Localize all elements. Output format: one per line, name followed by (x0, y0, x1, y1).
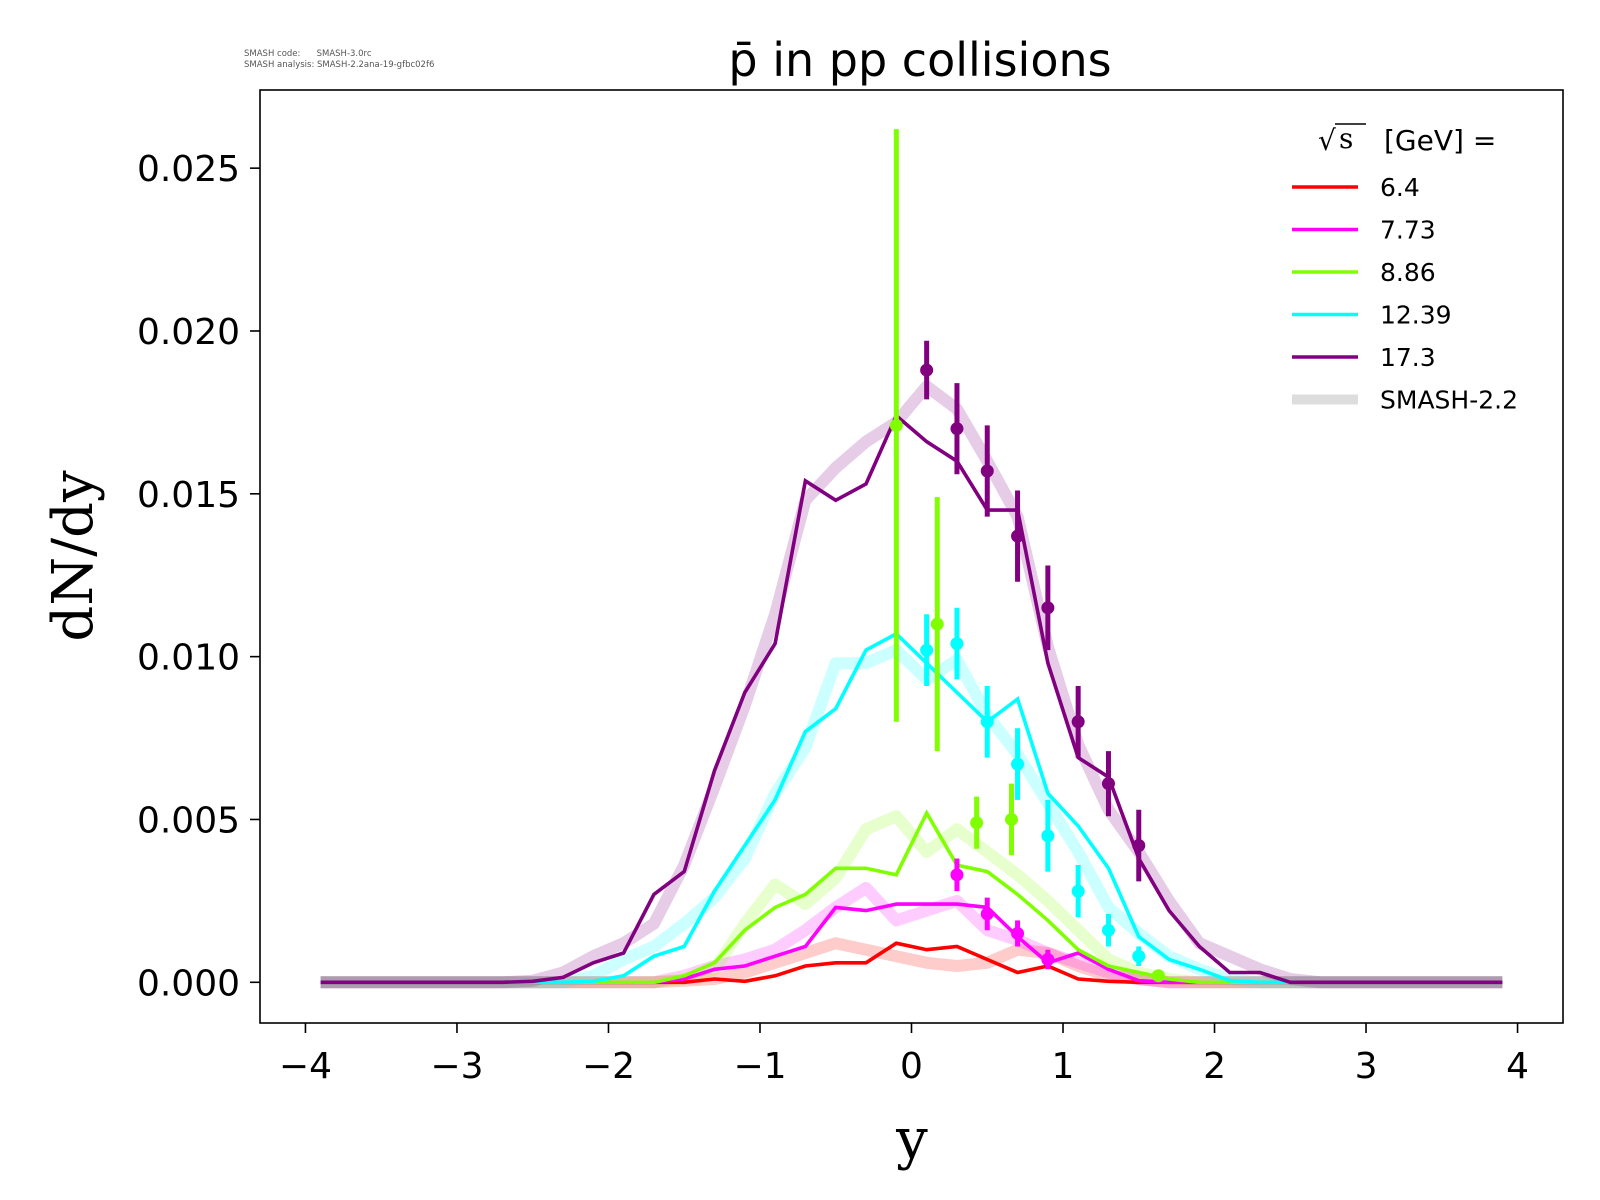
marker (950, 422, 964, 436)
data-point (980, 425, 994, 517)
marker (1101, 923, 1115, 937)
marker (1071, 715, 1085, 729)
data-point (1041, 949, 1055, 970)
legend: √ s [GeV] = 6.4 7.73 8.86 12.39 17.3 SMASH-2.… (1292, 122, 1518, 415)
marker (980, 907, 994, 921)
x-axis: −4 −3 −2 −1 0 1 2 3 4 (279, 1023, 1529, 1087)
smash-analysis-version: SMASH analysis: SMASH-2.2ana-19-gfbc02f6 (244, 60, 434, 70)
marker (1151, 969, 1165, 983)
x-tick-label: 0 (900, 1046, 923, 1087)
y-tick-label: 0.010 (137, 638, 240, 679)
legend-label: 17.3 (1380, 343, 1436, 372)
current-lines (320, 412, 1503, 985)
marker (930, 617, 944, 631)
marker (920, 643, 934, 657)
marker (980, 715, 994, 729)
legend-title: [GeV] = (1384, 124, 1496, 157)
line-17-3 (320, 412, 1503, 985)
legend-item: 7.73 (1292, 216, 1436, 245)
experimental-points (889, 129, 1165, 983)
data-point (1101, 751, 1115, 817)
x-tick-label: −4 (279, 1046, 332, 1087)
data-point (1071, 685, 1085, 758)
sqrt-icon: √ (1318, 124, 1336, 157)
data-point (889, 129, 903, 722)
marker (1041, 601, 1055, 615)
legend-item: 17.3 (1292, 343, 1436, 372)
marker (889, 418, 903, 432)
data-point (930, 497, 944, 752)
x-tick-label: 1 (1052, 1046, 1075, 1087)
marker (1132, 839, 1146, 853)
y-tick-label: 0.015 (137, 475, 240, 516)
y-axis-label: dN/dy (41, 470, 106, 642)
data-point (1004, 783, 1018, 856)
data-point (950, 383, 964, 475)
marker (980, 464, 994, 478)
data-point (1132, 809, 1146, 882)
data-point (950, 858, 964, 892)
marker (1101, 777, 1115, 791)
smash22-band-17-3 (320, 380, 1503, 989)
marker (1011, 529, 1025, 543)
data-point (970, 796, 984, 849)
marker (920, 363, 934, 377)
x-tick-label: 2 (1203, 1046, 1226, 1087)
marker (970, 816, 984, 830)
data-point (950, 607, 964, 680)
y-tick-label: 0.000 (137, 963, 240, 1004)
data-point (1151, 969, 1165, 983)
y-tick-label: 0.005 (137, 800, 240, 841)
smash22-bands (320, 380, 1503, 989)
legend-item: SMASH-2.2 (1292, 386, 1518, 415)
legend-label: SMASH-2.2 (1380, 386, 1518, 415)
marker (1011, 926, 1025, 940)
data-point (1011, 728, 1025, 800)
y-tick-label: 0.020 (137, 312, 240, 353)
data-point (1041, 565, 1055, 651)
data-point (1041, 799, 1055, 872)
data-point (1011, 490, 1025, 582)
x-tick-label: −1 (733, 1046, 786, 1087)
y-tick-label: 0.025 (137, 149, 240, 190)
data-point (1101, 913, 1115, 947)
legend-label: 7.73 (1380, 216, 1436, 245)
data-point (920, 340, 934, 400)
legend-label: 6.4 (1380, 173, 1420, 202)
x-tick-label: −3 (430, 1046, 483, 1087)
legend-label: 12.39 (1380, 301, 1452, 330)
data-point (1132, 946, 1146, 967)
y-axis: 0.000 0.005 0.010 0.015 0.020 0.025 (137, 149, 260, 1004)
legend-title-s: s (1339, 122, 1353, 155)
legend-item: 12.39 (1292, 301, 1452, 330)
marker (1132, 949, 1146, 963)
marker (950, 868, 964, 882)
plot-frame (259, 89, 1564, 1024)
data-point (1011, 920, 1025, 947)
marker (1011, 757, 1025, 771)
legend-item: 8.86 (1292, 258, 1436, 287)
smash22-band-12-39 (320, 644, 1503, 989)
data-point (920, 614, 934, 686)
marker (1004, 812, 1018, 826)
chart-title: p̄ in pp collisions (728, 33, 1111, 87)
line-12-39 (320, 631, 1503, 985)
x-axis-label: y (895, 1107, 928, 1172)
smash-code-version: SMASH code: SMASH-3.0rc (244, 49, 372, 59)
data-point (980, 897, 994, 931)
data-point (980, 685, 994, 758)
x-tick-label: 4 (1506, 1046, 1529, 1087)
marker (950, 637, 964, 651)
legend-item: 6.4 (1292, 173, 1420, 202)
data-point (1071, 865, 1085, 918)
marker (1041, 829, 1055, 843)
legend-label: 8.86 (1380, 258, 1436, 287)
marker (1071, 884, 1085, 898)
x-tick-label: 3 (1355, 1046, 1378, 1087)
marker (1041, 952, 1055, 966)
smash22-band-7-73 (320, 881, 1503, 989)
x-tick-label: −2 (582, 1046, 635, 1087)
